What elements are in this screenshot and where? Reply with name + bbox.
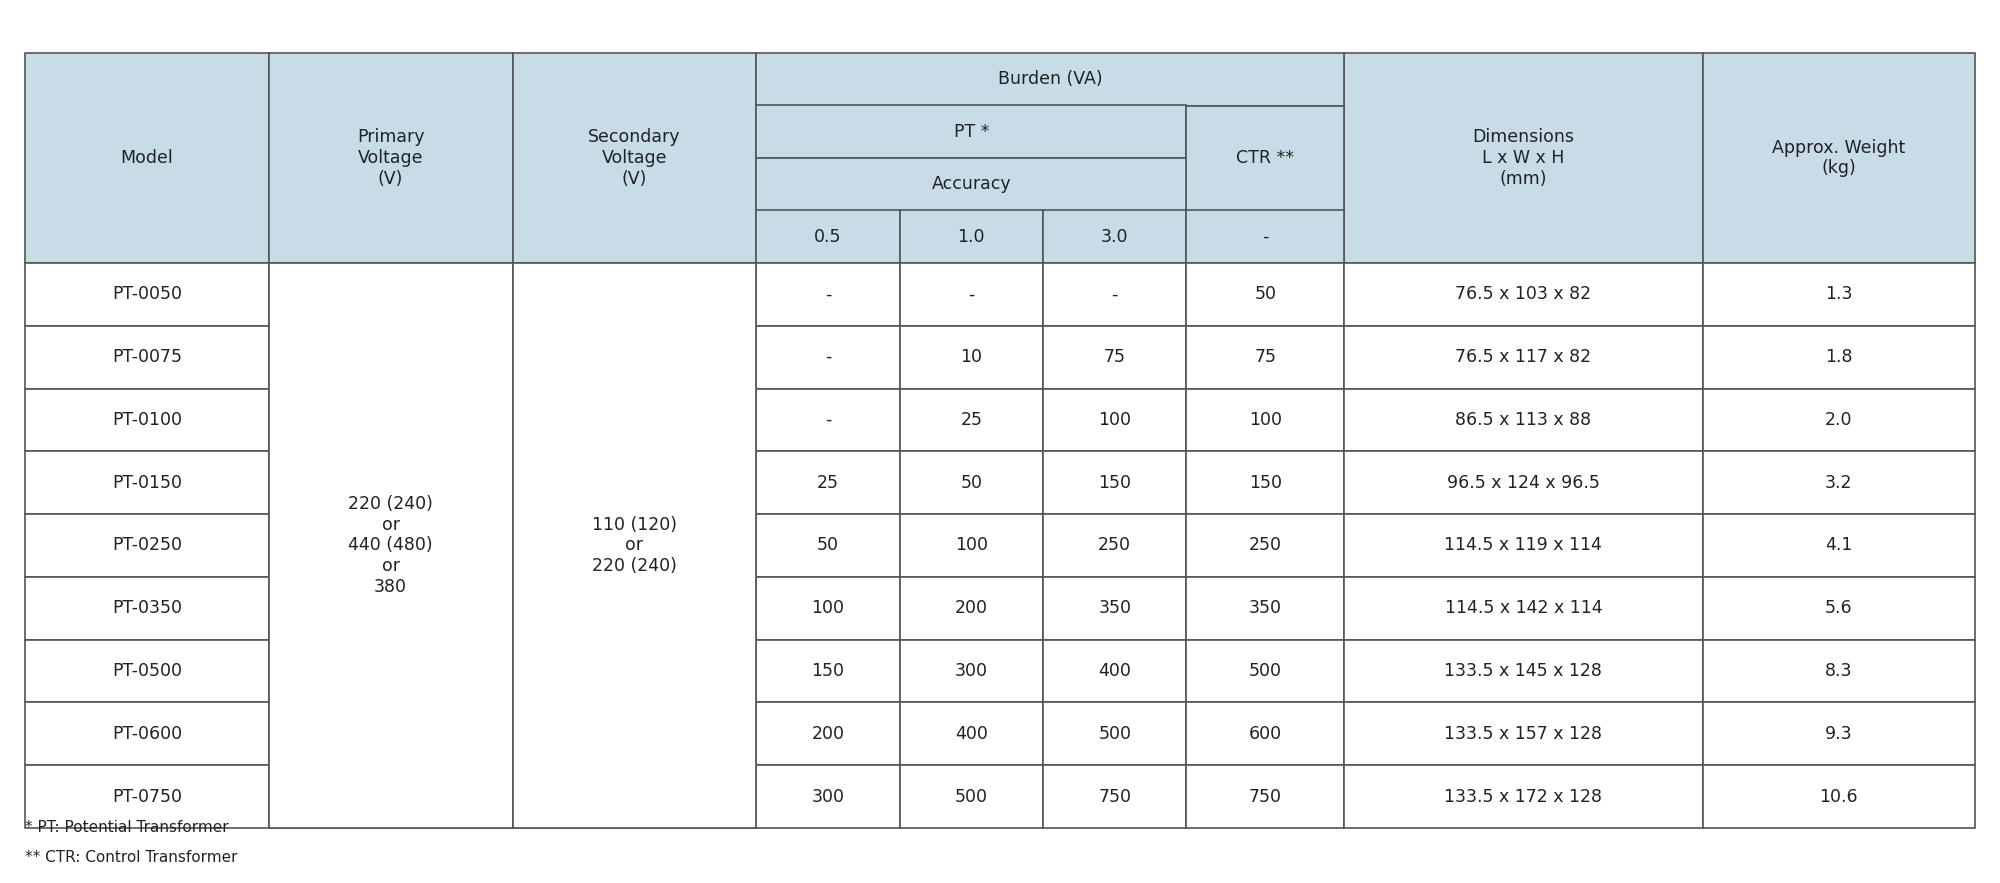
Bar [1702, 326, 1976, 389]
Bar [1344, 766, 1702, 828]
Bar [1702, 451, 1976, 514]
Bar [756, 263, 900, 326]
Text: 600: 600 [1248, 725, 1282, 743]
Bar [268, 703, 512, 766]
Bar [756, 158, 1186, 210]
Text: 25: 25 [816, 473, 838, 492]
Text: -: - [824, 348, 832, 366]
Bar [512, 577, 756, 639]
Bar [512, 263, 756, 326]
Text: 100: 100 [1098, 411, 1132, 429]
Bar [268, 326, 512, 389]
Bar [900, 389, 1044, 451]
Bar [1702, 639, 1976, 703]
Text: 150: 150 [1248, 473, 1282, 492]
Text: CTR **: CTR ** [1236, 149, 1294, 167]
Bar [1702, 703, 1976, 766]
Text: Accuracy: Accuracy [932, 175, 1012, 193]
Bar [1044, 210, 1186, 263]
Bar [268, 263, 512, 828]
Text: -: - [1262, 228, 1268, 245]
Bar [756, 105, 1186, 158]
Text: Approx. Weight
(kg): Approx. Weight (kg) [1772, 139, 1906, 177]
Bar [268, 389, 512, 451]
Bar [900, 766, 1044, 828]
Text: 2.0: 2.0 [1826, 411, 1852, 429]
Text: 1.8: 1.8 [1826, 348, 1852, 366]
Bar [1186, 703, 1344, 766]
Bar [268, 263, 512, 326]
Bar [1186, 514, 1344, 577]
Text: 250: 250 [1248, 537, 1282, 555]
Bar [512, 451, 756, 514]
Bar [900, 703, 1044, 766]
Text: 220 (240)
or
440 (480)
or
380: 220 (240) or 440 (480) or 380 [348, 494, 434, 596]
Bar [1186, 766, 1344, 828]
Text: 76.5 x 103 x 82: 76.5 x 103 x 82 [1456, 285, 1592, 304]
Bar [512, 326, 756, 389]
Text: 100: 100 [1248, 411, 1282, 429]
Bar [24, 389, 268, 451]
Text: 200: 200 [812, 725, 844, 743]
Bar [1344, 53, 1702, 263]
Bar [756, 577, 900, 639]
Text: PT-0600: PT-0600 [112, 725, 182, 743]
Bar [1186, 105, 1344, 210]
Bar [1044, 326, 1186, 389]
Text: 25: 25 [960, 411, 982, 429]
Text: PT-0050: PT-0050 [112, 285, 182, 304]
Text: -: - [968, 285, 974, 304]
Text: 9.3: 9.3 [1824, 725, 1852, 743]
Bar [512, 766, 756, 828]
Text: Burden (VA): Burden (VA) [998, 71, 1102, 88]
Bar [268, 514, 512, 577]
Bar [1186, 389, 1344, 451]
Text: 400: 400 [1098, 662, 1132, 680]
Bar [1702, 389, 1976, 451]
Text: PT-0250: PT-0250 [112, 537, 182, 555]
Text: 150: 150 [812, 662, 844, 680]
Text: * PT: Potential Transformer: * PT: Potential Transformer [24, 820, 228, 835]
Bar [24, 639, 268, 703]
Bar [1702, 577, 1976, 639]
Bar [1186, 639, 1344, 703]
Text: 3.2: 3.2 [1826, 473, 1852, 492]
Bar [24, 451, 268, 514]
Text: 75: 75 [1254, 348, 1276, 366]
Text: -: - [824, 411, 832, 429]
Text: PT-0750: PT-0750 [112, 788, 182, 805]
Text: Dimensions
L x W x H
(mm): Dimensions L x W x H (mm) [1472, 128, 1574, 188]
Bar [512, 389, 756, 451]
Bar [24, 703, 268, 766]
Text: 500: 500 [1098, 725, 1132, 743]
Bar [1344, 326, 1702, 389]
Text: 300: 300 [954, 662, 988, 680]
Text: 50: 50 [816, 537, 838, 555]
Bar [1186, 451, 1344, 514]
Bar [268, 451, 512, 514]
Text: 100: 100 [954, 537, 988, 555]
Bar [900, 326, 1044, 389]
Bar [512, 53, 756, 263]
Text: 100: 100 [812, 600, 844, 617]
Text: Secondary
Voltage
(V): Secondary Voltage (V) [588, 128, 680, 188]
Text: Primary
Voltage
(V): Primary Voltage (V) [356, 128, 424, 188]
Bar [512, 703, 756, 766]
Text: 300: 300 [812, 788, 844, 805]
Text: 750: 750 [1098, 788, 1132, 805]
Text: -: - [824, 285, 832, 304]
Bar [1344, 514, 1702, 577]
Text: 200: 200 [954, 600, 988, 617]
Bar [900, 210, 1044, 263]
Bar [756, 514, 900, 577]
Text: 4.1: 4.1 [1826, 537, 1852, 555]
Bar [1044, 451, 1186, 514]
Bar [900, 514, 1044, 577]
Text: 400: 400 [954, 725, 988, 743]
Bar [1702, 263, 1976, 326]
Bar [1344, 389, 1702, 451]
Bar [268, 53, 512, 263]
Bar [1044, 703, 1186, 766]
Text: 8.3: 8.3 [1826, 662, 1852, 680]
Text: 86.5 x 113 x 88: 86.5 x 113 x 88 [1456, 411, 1592, 429]
